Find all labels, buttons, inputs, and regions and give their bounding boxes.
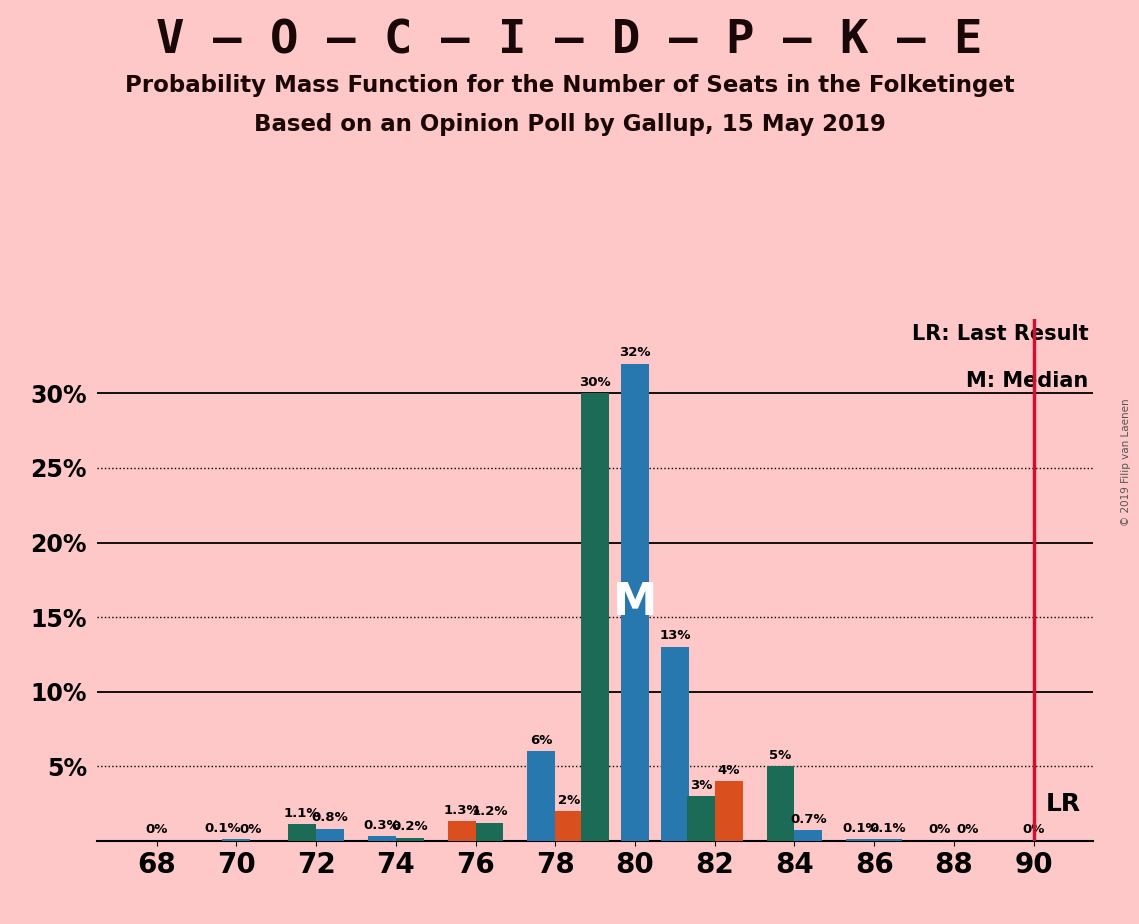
Text: 30%: 30% (580, 376, 611, 389)
Bar (317, 829, 344, 841)
Bar (846, 839, 875, 841)
Bar (767, 766, 795, 841)
Bar (448, 821, 476, 841)
Bar (581, 394, 609, 841)
Text: 0%: 0% (146, 823, 167, 836)
Bar (795, 831, 822, 841)
Bar (687, 796, 715, 841)
Bar (222, 839, 251, 841)
Text: 0%: 0% (957, 823, 980, 836)
Text: © 2019 Filip van Laenen: © 2019 Filip van Laenen (1121, 398, 1131, 526)
Text: 0%: 0% (928, 823, 951, 836)
Bar (527, 751, 556, 841)
Text: Probability Mass Function for the Number of Seats in the Folketinget: Probability Mass Function for the Number… (124, 74, 1015, 97)
Bar (715, 781, 743, 841)
Text: 1.3%: 1.3% (443, 804, 480, 817)
Bar (661, 647, 689, 841)
Text: 32%: 32% (620, 346, 650, 359)
Text: M: Median: M: Median (966, 371, 1089, 391)
Text: 0.2%: 0.2% (392, 821, 428, 833)
Bar (556, 811, 583, 841)
Text: 0.3%: 0.3% (363, 819, 400, 832)
Text: Based on an Opinion Poll by Gallup, 15 May 2019: Based on an Opinion Poll by Gallup, 15 M… (254, 113, 885, 136)
Text: 13%: 13% (659, 629, 690, 642)
Text: 0.1%: 0.1% (870, 821, 907, 835)
Text: 0.1%: 0.1% (204, 821, 240, 835)
Text: 2%: 2% (558, 794, 581, 807)
Bar (621, 363, 649, 841)
Text: 4%: 4% (718, 764, 740, 777)
Text: 5%: 5% (769, 748, 792, 761)
Text: 1.2%: 1.2% (472, 806, 508, 819)
Text: 0%: 0% (1023, 823, 1044, 836)
Text: 3%: 3% (689, 779, 712, 792)
Text: 0.8%: 0.8% (312, 811, 349, 824)
Bar (368, 836, 396, 841)
Text: 1.1%: 1.1% (284, 807, 320, 820)
Text: 6%: 6% (530, 734, 552, 747)
Bar (875, 839, 902, 841)
Text: 0.1%: 0.1% (842, 821, 878, 835)
Bar (288, 824, 317, 841)
Text: M: M (613, 580, 657, 624)
Bar (476, 823, 503, 841)
Text: LR: LR (1046, 792, 1081, 816)
Text: LR: Last Result: LR: Last Result (912, 324, 1089, 344)
Text: 0.7%: 0.7% (790, 813, 827, 826)
Text: V – O – C – I – D – P – K – E: V – O – C – I – D – P – K – E (156, 18, 983, 64)
Bar (396, 838, 424, 841)
Text: 0%: 0% (239, 823, 262, 836)
